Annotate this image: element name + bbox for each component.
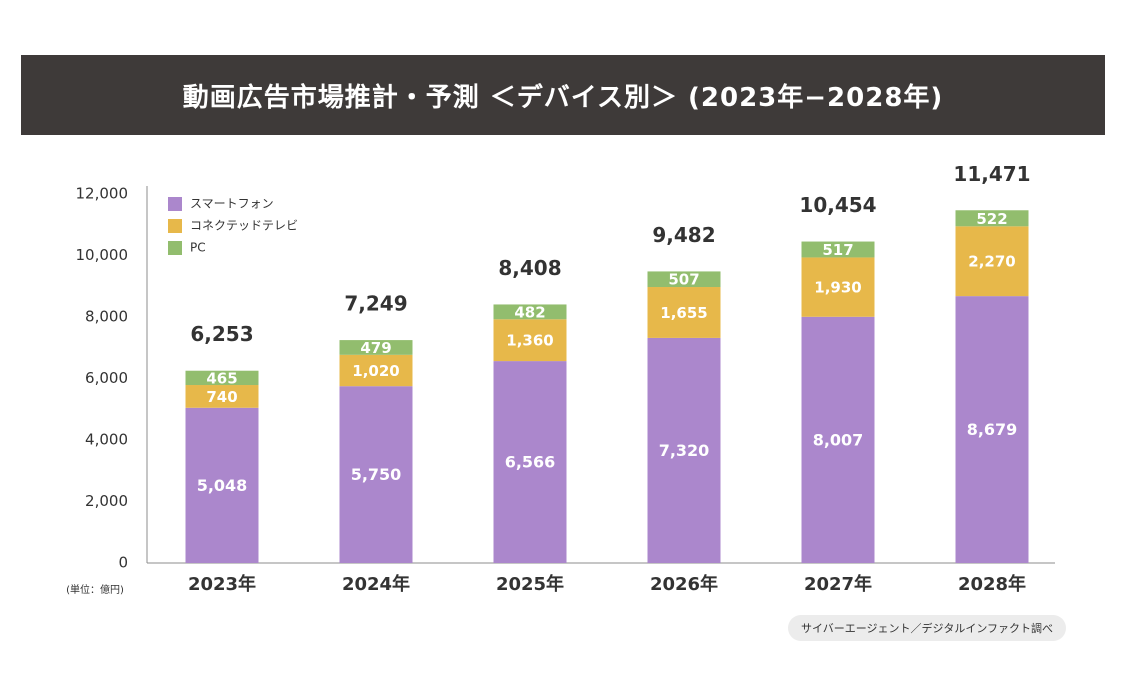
y-tick-label: 4,000 [85, 431, 128, 449]
source-badge: サイバーエージェント／デジタルインファクト調べ [788, 615, 1066, 641]
x-category-label: 2026年 [650, 573, 718, 595]
data-label-ctv: 2,270 [968, 253, 1015, 271]
data-label-pc: 482 [514, 303, 545, 321]
data-label-pc: 479 [360, 339, 391, 357]
bar-segment-smartphone [647, 337, 721, 563]
x-category-label: 2027年 [804, 573, 872, 595]
title-bar: 動画広告市場推計・予測 ＜デバイス別＞ (2023年−2028年) [21, 55, 1105, 135]
legend-swatch-pc [168, 241, 182, 255]
bar-segment-pc [339, 340, 413, 355]
y-tick-label: 12,000 [76, 185, 129, 203]
data-label-smartphone: 6,566 [505, 453, 556, 472]
data-label-pc: 522 [976, 210, 1007, 228]
bar-segment-smartphone [493, 361, 567, 563]
data-label-ctv: 1,360 [506, 332, 553, 350]
bar-segment-pc [493, 304, 567, 320]
bar-segment-smartphone [801, 316, 875, 563]
bar-segment-smartphone [955, 296, 1029, 563]
total-label: 11,471 [953, 162, 1030, 186]
legend-label-ctv: コネクテッドテレビ [190, 219, 298, 233]
y-tick-label: 10,000 [76, 246, 129, 264]
data-label-pc: 507 [668, 271, 699, 289]
bar-segment-pc [647, 271, 721, 288]
bar-segment-pc [801, 241, 875, 258]
data-label-smartphone: 5,048 [197, 476, 248, 495]
bar-segment-pc [185, 370, 259, 386]
chart-title: 動画広告市場推計・予測 ＜デバイス別＞ (2023年−2028年) [182, 82, 944, 113]
legend-label-pc: PC [190, 241, 206, 255]
total-label: 7,249 [344, 292, 407, 316]
x-category-label: 2025年 [496, 573, 564, 595]
bar-segment-ctv [801, 257, 875, 317]
data-label-ctv: 1,020 [352, 362, 399, 380]
unit-label: (単位：億円) [66, 583, 124, 596]
data-label-pc: 465 [206, 369, 237, 387]
legend-swatch-smartphone [168, 197, 182, 211]
x-category-label: 2024年 [342, 573, 410, 595]
y-tick-label: 6,000 [85, 369, 128, 387]
data-label-pc: 517 [822, 241, 853, 259]
bar-segment-smartphone [185, 407, 259, 563]
data-label-ctv: 740 [206, 388, 237, 406]
x-category-label: 2023年 [188, 573, 256, 595]
bar-segment-ctv [339, 354, 413, 387]
bar-segment-ctv [185, 385, 259, 408]
data-label-smartphone: 8,679 [967, 420, 1018, 439]
bar-segment-smartphone [339, 386, 413, 563]
bar-segment-ctv [955, 226, 1029, 297]
total-label: 10,454 [799, 193, 876, 217]
data-label-ctv: 1,930 [814, 279, 861, 297]
y-tick-label: 0 [118, 554, 128, 572]
bar-segment-pc [955, 210, 1029, 227]
total-label: 6,253 [190, 322, 253, 346]
legend-label-smartphone: スマートフォン [190, 197, 274, 211]
data-label-smartphone: 5,750 [351, 465, 402, 484]
bar-segment-ctv [493, 319, 567, 362]
bar-segment-ctv [647, 287, 721, 338]
y-tick-label: 8,000 [85, 308, 128, 326]
total-label: 9,482 [652, 223, 715, 247]
total-label: 8,408 [498, 256, 561, 280]
x-category-label: 2028年 [958, 573, 1026, 595]
y-tick-label: 2,000 [85, 492, 128, 510]
data-label-ctv: 1,655 [660, 304, 707, 322]
data-label-smartphone: 7,320 [659, 441, 710, 460]
data-label-smartphone: 8,007 [813, 430, 864, 449]
legend-swatch-ctv [168, 219, 182, 233]
